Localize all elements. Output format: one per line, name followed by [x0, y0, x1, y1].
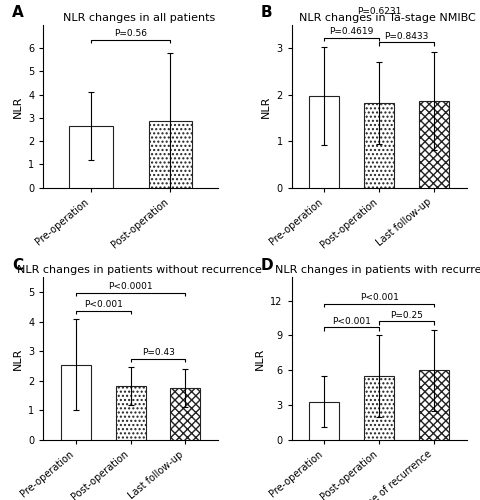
Bar — [363, 376, 393, 440]
Text: A: A — [12, 6, 24, 20]
Text: P=0.4619: P=0.4619 — [329, 27, 373, 36]
Bar — [61, 364, 91, 440]
Text: P<0.0001: P<0.0001 — [108, 282, 153, 291]
Bar — [418, 101, 448, 188]
Text: P=0.56: P=0.56 — [114, 30, 147, 38]
Bar — [170, 388, 200, 440]
Text: D: D — [260, 258, 272, 272]
Text: C: C — [12, 258, 23, 272]
Title: NLR changes in patients without recurrence: NLR changes in patients without recurren… — [17, 265, 262, 275]
Text: P=0.8433: P=0.8433 — [384, 32, 428, 40]
Text: P<0.001: P<0.001 — [359, 293, 398, 302]
Text: P=0.25: P=0.25 — [389, 311, 422, 320]
Title: NLR changes in all patients: NLR changes in all patients — [63, 13, 215, 23]
Y-axis label: NLR: NLR — [254, 348, 264, 370]
Bar — [148, 122, 192, 188]
Y-axis label: NLR: NLR — [12, 95, 23, 118]
Y-axis label: NLR: NLR — [12, 348, 23, 370]
Text: P<0.001: P<0.001 — [332, 316, 371, 326]
Bar — [363, 103, 393, 188]
Bar — [309, 402, 339, 440]
Text: P=0.6231: P=0.6231 — [356, 8, 400, 16]
Text: B: B — [260, 6, 271, 20]
Y-axis label: NLR: NLR — [260, 95, 270, 118]
Text: P=0.43: P=0.43 — [141, 348, 174, 357]
Bar — [116, 386, 145, 440]
Text: P<0.001: P<0.001 — [84, 300, 122, 309]
Bar — [309, 96, 339, 188]
Title: NLR changes in patients with recurrence: NLR changes in patients with recurrence — [274, 265, 480, 275]
Bar — [69, 126, 113, 188]
Title: NLR changes in Ta-stage NMIBC: NLR changes in Ta-stage NMIBC — [299, 13, 475, 23]
Bar — [418, 370, 448, 440]
